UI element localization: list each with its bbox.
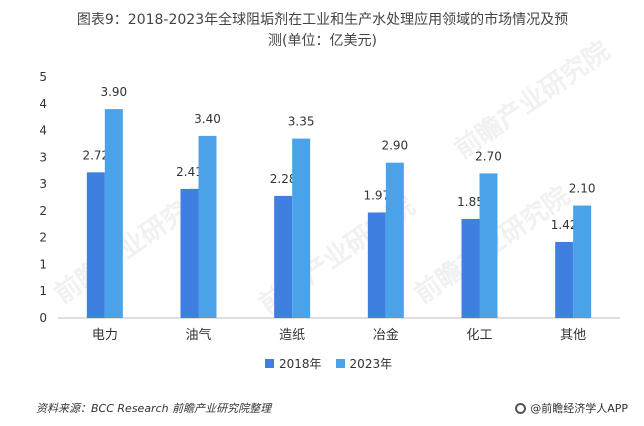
legend-label-2023: 2023年 xyxy=(349,357,393,371)
bar-2023-0 xyxy=(104,109,123,318)
bar-2018-3 xyxy=(367,212,386,318)
y-tick-label: 4 xyxy=(39,124,47,138)
chart-title: 图表9：2018-2023年全球阻垢剂在工业和生产水处理应用领域的市场情况及预 … xyxy=(20,10,625,52)
bar-2018-2 xyxy=(274,195,293,318)
legend-label-2018: 2018年 xyxy=(279,357,322,371)
bar-2023-4 xyxy=(479,173,498,318)
title-line-2: 测(单位：亿美元) xyxy=(268,33,377,49)
x-tick-label: 造纸 xyxy=(279,328,305,343)
brand-text: @前瞻经济学人APP xyxy=(530,402,628,415)
bar-2018-5 xyxy=(555,241,574,318)
bar-2018-0 xyxy=(86,172,105,318)
x-tick-label: 电力 xyxy=(92,328,118,343)
bar-2023-1 xyxy=(198,135,217,318)
y-tick-label: 4 xyxy=(39,97,47,111)
y-tick-label: 0 xyxy=(39,311,47,325)
bar-2023-5 xyxy=(573,205,592,318)
y-tick-label: 1 xyxy=(39,284,47,298)
x-tick-label: 其他 xyxy=(560,328,586,343)
y-tick-label: 5 xyxy=(39,70,47,84)
x-tick-label: 冶金 xyxy=(373,327,399,343)
bar-2018-4 xyxy=(461,218,480,318)
bar-2018-1 xyxy=(180,188,199,318)
data-label: 2.72 xyxy=(82,148,109,162)
bar-2023-2 xyxy=(292,138,311,318)
legend-swatch-2023 xyxy=(335,359,345,368)
data-label: 2.28 xyxy=(270,172,297,186)
brand-credit: @前瞻经济学人APP xyxy=(515,400,628,416)
source-note: 资料来源：BCC Research 前瞻产业研究院整理 xyxy=(36,402,272,415)
bar-2023-3 xyxy=(385,162,404,318)
y-tick-label: 1 xyxy=(39,257,47,271)
data-label: 2.41 xyxy=(176,165,203,179)
data-label: 2.90 xyxy=(381,139,408,153)
data-label: 2.10 xyxy=(569,182,596,196)
legend-item-2023: 2023年 xyxy=(335,355,393,372)
data-label: 1.42 xyxy=(551,218,578,232)
brand-logo-icon xyxy=(515,402,527,414)
y-tick-label: 2 xyxy=(39,231,47,245)
title-line-1: 图表9：2018-2023年全球阻垢剂在工业和生产水处理应用领域的市场情况及预 xyxy=(76,12,569,28)
x-tick-label: 化工 xyxy=(466,328,492,343)
x-tick-label: 油气 xyxy=(185,327,211,343)
y-tick-label: 3 xyxy=(39,150,47,164)
data-label: 3.40 xyxy=(194,112,221,126)
data-label: 1.85 xyxy=(457,195,484,209)
data-label: 2.70 xyxy=(475,149,502,163)
y-tick-label: 2 xyxy=(39,204,47,218)
legend-item-2018: 2018年 xyxy=(265,355,322,372)
data-label: 3.35 xyxy=(288,115,315,129)
legend-swatch-2018 xyxy=(265,359,274,368)
data-label: 3.90 xyxy=(100,85,127,99)
data-label: 1.97 xyxy=(363,188,390,202)
y-tick-label: 3 xyxy=(39,177,47,191)
legend: 2018年 2023年 xyxy=(265,355,392,372)
